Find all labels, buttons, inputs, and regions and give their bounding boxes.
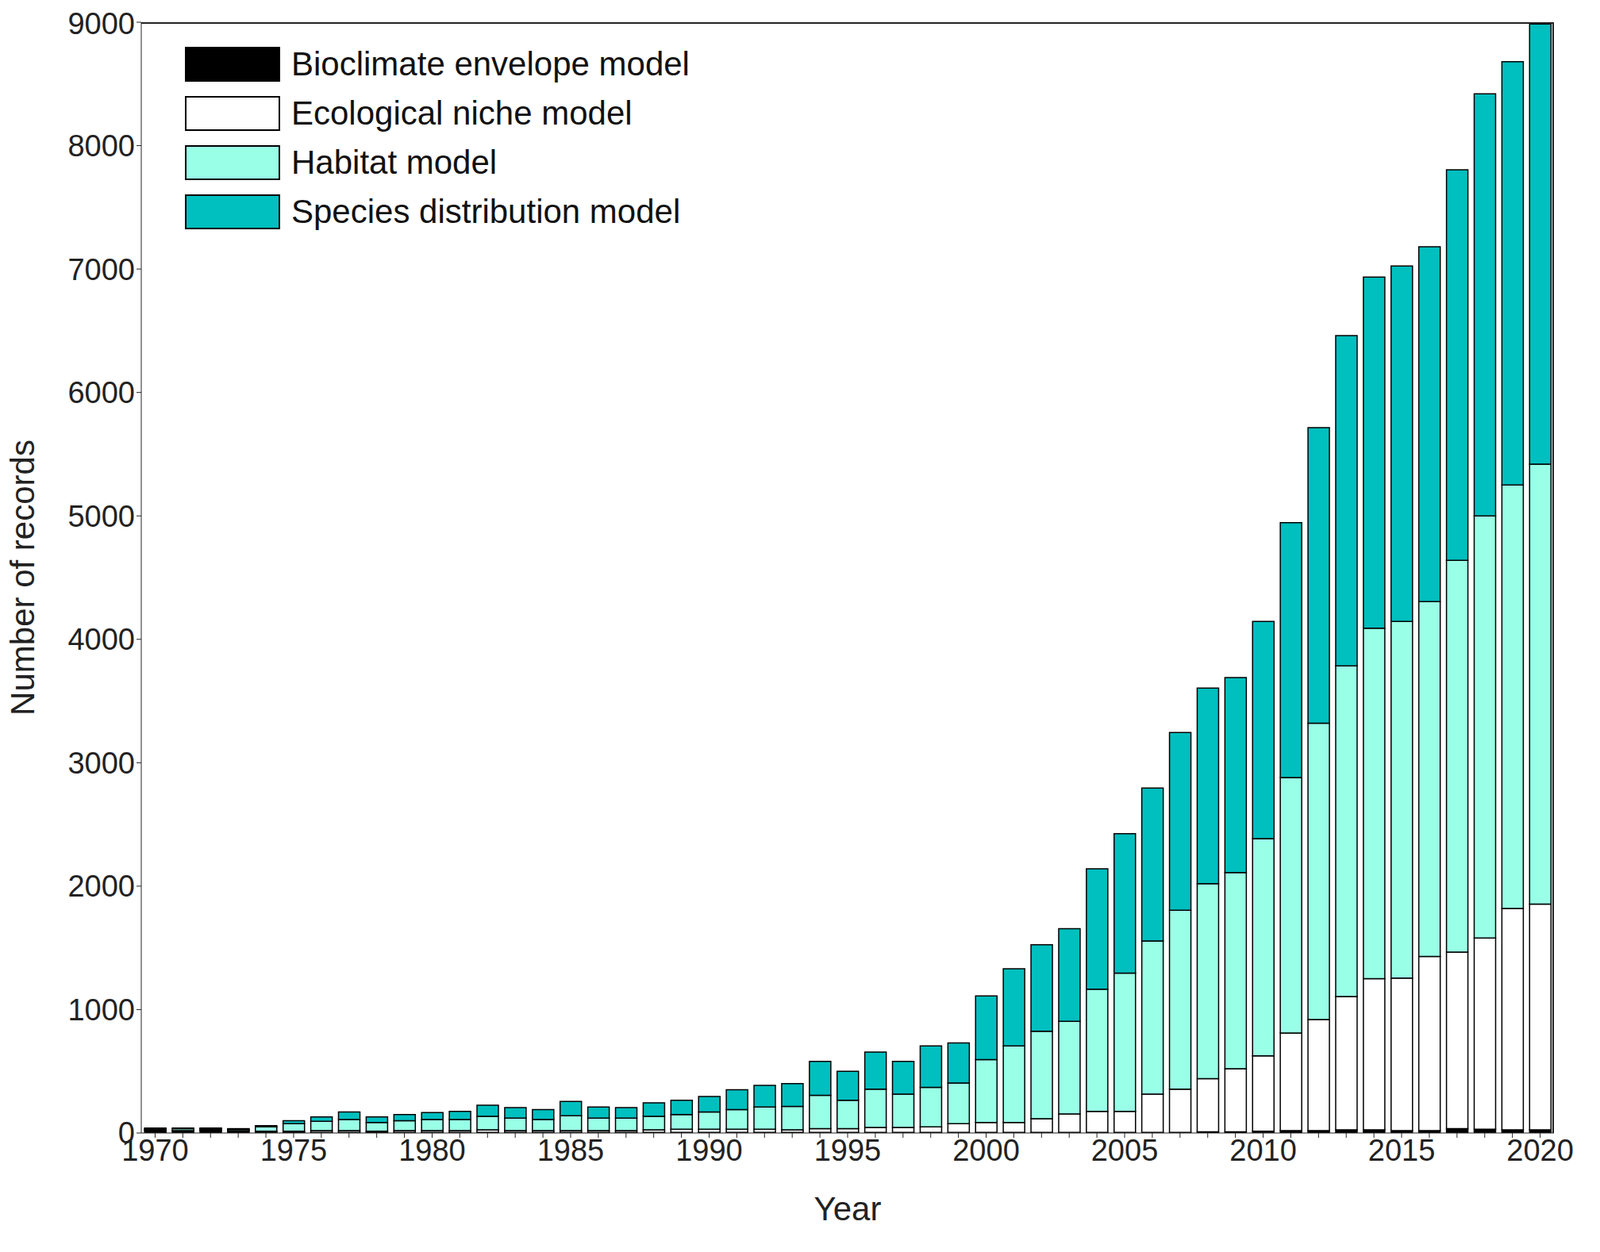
svg-text:2010: 2010 bbox=[1229, 1134, 1297, 1168]
svg-text:2005: 2005 bbox=[1091, 1134, 1159, 1168]
svg-text:7000: 7000 bbox=[67, 253, 135, 287]
svg-text:2000: 2000 bbox=[952, 1134, 1020, 1168]
svg-text:3000: 3000 bbox=[67, 746, 135, 781]
svg-text:1970: 1970 bbox=[121, 1134, 189, 1168]
svg-text:5000: 5000 bbox=[67, 500, 135, 534]
svg-text:Number of records: Number of records bbox=[6, 439, 42, 716]
svg-text:1985: 1985 bbox=[537, 1134, 605, 1168]
svg-text:0: 0 bbox=[118, 1116, 135, 1150]
svg-text:1980: 1980 bbox=[398, 1134, 466, 1168]
svg-text:9000: 9000 bbox=[67, 7, 135, 41]
svg-text:1990: 1990 bbox=[675, 1134, 743, 1168]
svg-text:2000: 2000 bbox=[67, 869, 135, 904]
svg-text:1975: 1975 bbox=[260, 1134, 328, 1168]
svg-text:4000: 4000 bbox=[67, 623, 135, 657]
html-text:Bioclimate envelope model: Bioclimate envelope model bbox=[291, 45, 690, 83]
svg-text:8000: 8000 bbox=[67, 129, 135, 163]
svg-text:2020: 2020 bbox=[1506, 1134, 1574, 1168]
svg-text:6000: 6000 bbox=[67, 376, 135, 410]
svg-text:1995: 1995 bbox=[814, 1134, 882, 1168]
html-text:Habitat model: Habitat model bbox=[291, 143, 497, 181]
svg-text:2015: 2015 bbox=[1368, 1134, 1436, 1168]
svg-text:1000: 1000 bbox=[67, 993, 135, 1027]
html-text:Species distribution model: Species distribution model bbox=[291, 192, 681, 231]
html-text:Ecological niche model: Ecological niche model bbox=[291, 94, 633, 132]
svg-text:Year: Year bbox=[814, 1190, 882, 1228]
